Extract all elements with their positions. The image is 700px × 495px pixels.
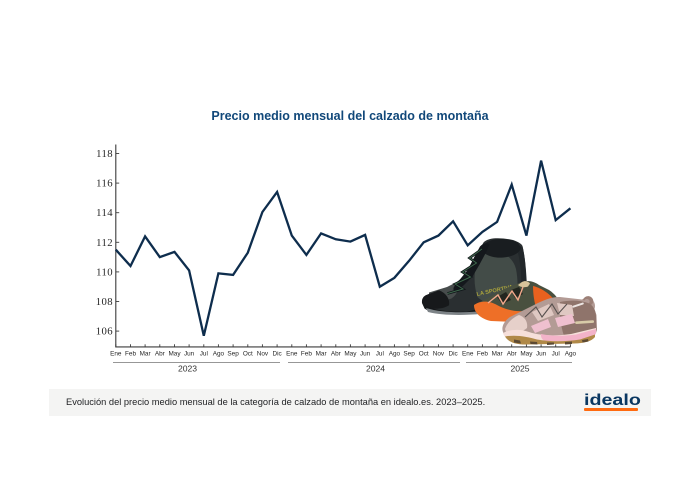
svg-text:Ago: Ago — [389, 351, 401, 358]
svg-text:Jul: Jul — [552, 351, 560, 358]
svg-text:Nov: Nov — [257, 351, 269, 358]
svg-text:106: 106 — [96, 326, 113, 338]
svg-text:Jul: Jul — [200, 351, 208, 358]
svg-text:Feb: Feb — [301, 351, 312, 358]
svg-text:Mar: Mar — [140, 351, 152, 358]
svg-text:108: 108 — [96, 296, 113, 308]
svg-text:2024: 2024 — [366, 364, 385, 374]
svg-text:Ago: Ago — [213, 351, 225, 358]
svg-text:112: 112 — [96, 237, 113, 249]
svg-text:Jul: Jul — [376, 351, 384, 358]
svg-text:114: 114 — [96, 207, 113, 219]
svg-text:Abr: Abr — [507, 351, 518, 358]
svg-text:Sep: Sep — [403, 351, 415, 358]
svg-text:116: 116 — [96, 178, 113, 190]
svg-text:Jun: Jun — [184, 351, 195, 358]
svg-text:Abr: Abr — [155, 351, 166, 358]
svg-text:Ene: Ene — [110, 351, 122, 358]
svg-text:2023: 2023 — [178, 364, 197, 374]
svg-text:May: May — [344, 351, 357, 358]
svg-text:May: May — [168, 351, 181, 358]
svg-text:Sep: Sep — [227, 351, 239, 358]
svg-text:May: May — [520, 351, 533, 358]
svg-text:Oct: Oct — [243, 351, 253, 358]
svg-text:Dic: Dic — [448, 351, 458, 358]
svg-text:2025: 2025 — [510, 364, 529, 374]
svg-text:Abr: Abr — [331, 351, 342, 358]
svg-text:Feb: Feb — [125, 351, 136, 358]
svg-text:Jun: Jun — [360, 351, 371, 358]
svg-text:Feb: Feb — [477, 351, 488, 358]
svg-text:Nov: Nov — [433, 351, 445, 358]
svg-text:Ene: Ene — [462, 351, 474, 358]
svg-text:Mar: Mar — [492, 351, 504, 358]
svg-text:Jun: Jun — [536, 351, 547, 358]
svg-text:118: 118 — [96, 148, 113, 160]
svg-text:Mar: Mar — [316, 351, 328, 358]
svg-text:Dic: Dic — [272, 351, 282, 358]
svg-text:Ago: Ago — [565, 351, 577, 358]
svg-text:Oct: Oct — [419, 351, 429, 358]
svg-text:110: 110 — [96, 266, 113, 278]
svg-text:Ene: Ene — [286, 351, 298, 358]
